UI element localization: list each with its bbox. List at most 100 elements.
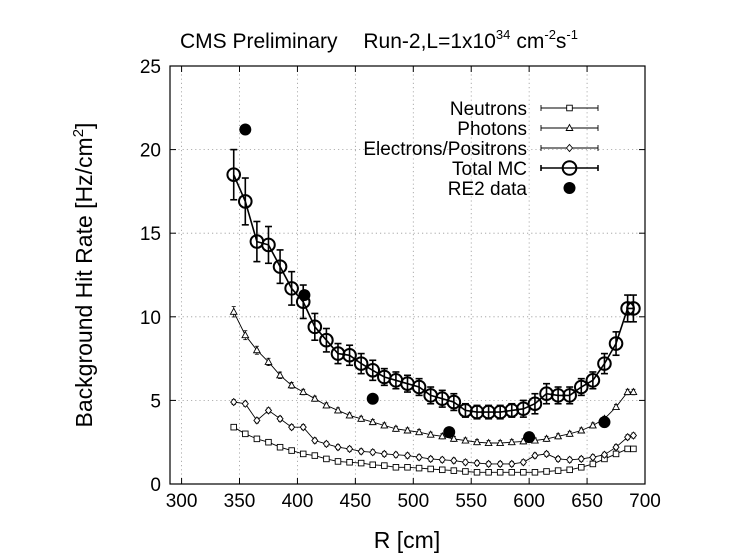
title-exponent: 34	[496, 27, 510, 42]
data-point	[589, 460, 597, 468]
data-point	[311, 436, 319, 445]
series-total-mc	[226, 148, 641, 420]
data-point	[496, 438, 505, 446]
data-point	[334, 458, 342, 465]
data-point	[439, 466, 446, 474]
data-point	[253, 416, 261, 425]
data-point	[542, 449, 551, 459]
data-point	[287, 380, 296, 389]
series-re2-data	[239, 123, 611, 444]
data-point	[415, 427, 424, 436]
legend-marker	[566, 104, 573, 112]
data-point	[566, 455, 574, 464]
data-point	[443, 426, 456, 439]
y-tick-label: 25	[140, 57, 161, 78]
data-point	[333, 405, 343, 414]
legend-label: RE2 data	[448, 179, 528, 200]
data-point	[415, 464, 423, 472]
data-point	[573, 379, 589, 395]
data-point	[403, 426, 412, 434]
data-point	[404, 464, 411, 471]
data-point	[365, 363, 381, 378]
data-point	[508, 459, 516, 469]
data-point	[241, 399, 249, 408]
data-point	[345, 444, 354, 454]
x-tick-label: 700	[629, 491, 661, 512]
x-tick-label: 350	[224, 491, 256, 512]
legend-entry-total-mc: Total MC	[452, 159, 599, 180]
data-point	[469, 404, 485, 420]
data-point	[226, 167, 242, 182]
data-point	[380, 449, 388, 459]
data-point	[239, 123, 252, 136]
data-point	[322, 439, 330, 449]
series-neutrons	[230, 423, 637, 476]
data-point	[520, 469, 527, 476]
axis-ticks: 300 350 400 450 500 550 600 650 700 0 5 10 15 20 25	[140, 57, 661, 512]
data-point	[323, 455, 330, 463]
data-point	[566, 466, 573, 474]
plot-frame	[169, 65, 646, 485]
data-point	[242, 430, 249, 438]
data-point	[298, 289, 311, 302]
data-point	[629, 387, 638, 395]
data-point	[473, 458, 481, 468]
data-point	[276, 443, 284, 451]
data-point	[620, 301, 635, 316]
data-point	[346, 459, 353, 466]
data-point	[562, 388, 577, 403]
data-point	[600, 450, 609, 459]
legend-entry-electrons-positrons: Electrons/Positrons	[363, 139, 599, 160]
data-point	[230, 423, 237, 431]
data-point	[310, 394, 319, 402]
data-point	[391, 424, 400, 432]
data-point	[229, 307, 238, 315]
legend-marker	[565, 143, 574, 153]
data-point	[369, 448, 377, 457]
data-point	[322, 400, 331, 409]
data-point	[252, 345, 261, 354]
data-point	[531, 469, 539, 476]
data-point	[611, 402, 621, 411]
data-point	[612, 443, 620, 452]
legend-marker	[565, 123, 574, 131]
data-point	[272, 259, 288, 274]
data-point	[507, 437, 516, 446]
legend-entry-photons: Photons	[457, 119, 599, 140]
data-point	[403, 451, 412, 460]
data-point	[598, 416, 611, 429]
data-point	[473, 469, 481, 476]
data-point	[629, 431, 638, 440]
data-point	[438, 455, 446, 464]
data-point	[630, 445, 637, 453]
data-point	[392, 464, 400, 471]
legend-entry-re2-data: RE2 data	[448, 179, 576, 200]
title-exponent-2: -2	[544, 27, 556, 42]
data-point	[588, 421, 597, 429]
data-point	[585, 373, 601, 388]
data-point	[485, 459, 493, 469]
data-point	[623, 387, 632, 395]
data-point	[238, 194, 253, 209]
data-point	[357, 447, 365, 456]
data-point	[565, 429, 574, 437]
data-point	[299, 387, 308, 395]
y-tick-label: 10	[140, 308, 161, 329]
data-point	[472, 437, 482, 446]
x-tick-label: 550	[455, 491, 487, 512]
data-point	[446, 394, 462, 410]
data-point	[450, 467, 458, 474]
data-point	[450, 456, 458, 465]
series-photons	[229, 306, 638, 446]
data-point	[527, 396, 543, 412]
y-axis-label-exponent: 2	[70, 129, 87, 137]
data-point	[626, 301, 641, 316]
data-point	[299, 450, 307, 458]
y-tick-label: 20	[140, 141, 161, 162]
data-series	[226, 123, 641, 476]
legend-entry-neutrons: Neutrons	[450, 99, 599, 120]
data-point	[578, 464, 585, 471]
data-point	[366, 392, 379, 405]
data-point	[461, 436, 470, 444]
